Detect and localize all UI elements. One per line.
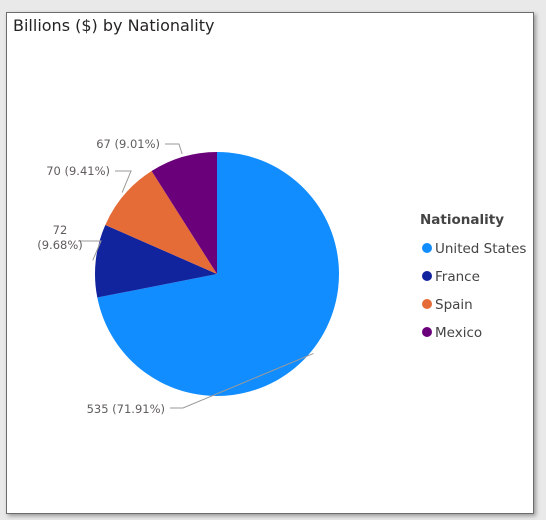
leader-line-france [78, 240, 102, 261]
leader-line-spain [115, 170, 132, 193]
data-label-spain: 70 (9.41%) [46, 164, 110, 178]
legend-label-spain: Spain [435, 297, 473, 313]
legend-marker-mexico [422, 327, 432, 337]
legend-item-united-states[interactable]: United States [422, 241, 526, 257]
legend-marker-united-states [422, 243, 432, 253]
legend-label-mexico: Mexico [435, 325, 482, 341]
pie-slice-spain[interactable] [105, 171, 217, 274]
pie-slice-mexico[interactable] [151, 152, 217, 274]
chart-title: Billions ($) by Nationality [13, 16, 215, 35]
legend-item-spain[interactable]: Spain [422, 297, 473, 313]
pie-chart-visual[interactable]: Billions ($) by Nationality 535 (71.91%)… [6, 12, 534, 514]
legend-marker-spain [422, 299, 432, 309]
leader-line-united-states [170, 352, 314, 409]
legend-marker-france [422, 271, 432, 281]
legend-title: Nationality [420, 212, 504, 228]
data-label-france: 72 (9.68%) [37, 223, 83, 252]
pie-chart: 535 (71.91%) 72 (9.68%) 70 (9.41%) 67 (9.01%… [37, 137, 526, 416]
data-label-mexico: 67 (9.01%) [96, 137, 160, 151]
data-label-united-states: 535 (71.91%) [87, 402, 165, 416]
legend-label-france: France [435, 269, 480, 285]
legend-label-united-states: United States [435, 241, 526, 257]
pie-slice-united-states[interactable] [97, 152, 339, 396]
legend-item-france[interactable]: France [422, 269, 480, 285]
legend-item-mexico[interactable]: Mexico [422, 325, 482, 341]
pie-slice-france[interactable] [94, 224, 217, 298]
leader-line-mexico [165, 143, 183, 155]
